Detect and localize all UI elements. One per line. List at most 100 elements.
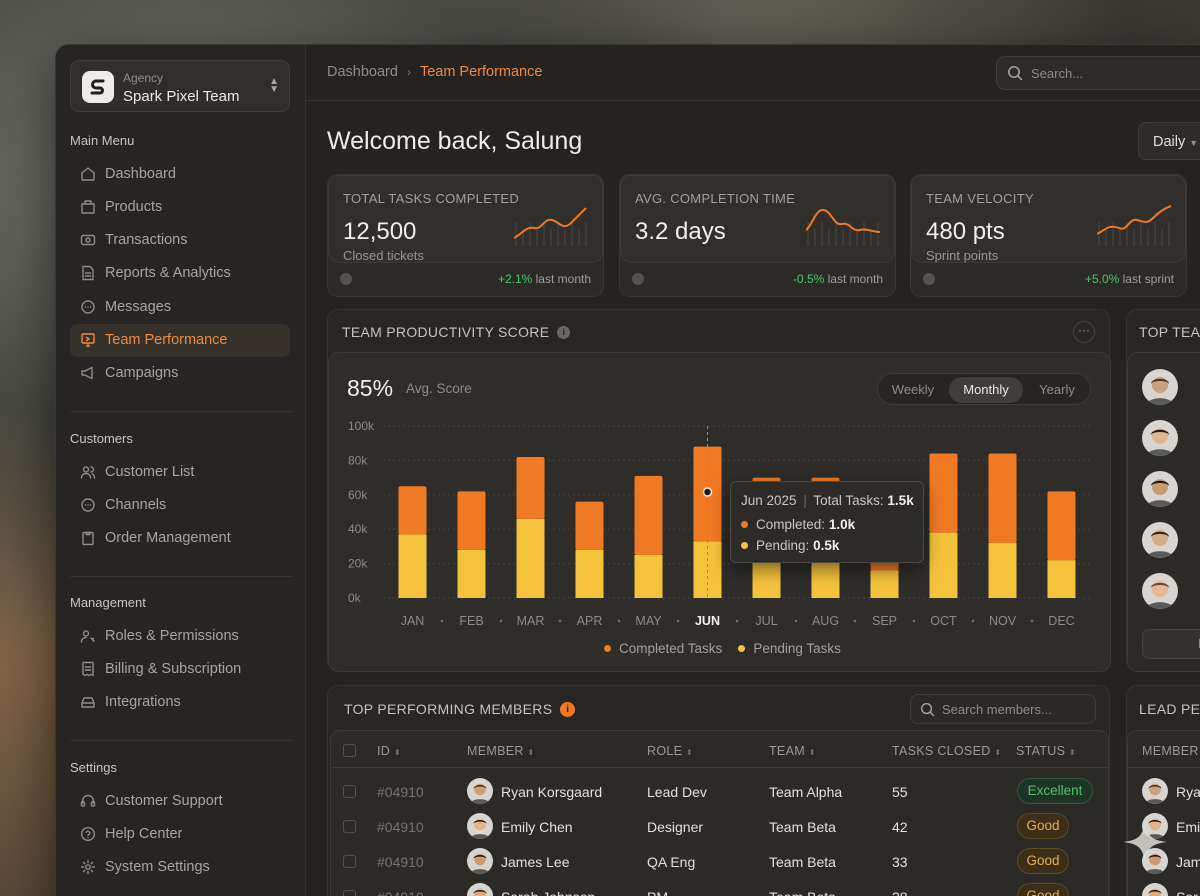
sidebar-item-customer-list[interactable]: Customer List [70,455,290,488]
sidebar-item-messages[interactable]: Messages [70,290,290,323]
row-checkbox[interactable] [343,820,356,833]
tooltip-completed: 1.0k [828,517,856,532]
sidebar-item-billing-subscription[interactable]: Billing & Subscription [70,652,290,685]
lead-row[interactable]: Sar [1128,880,1200,896]
tab-yearly[interactable]: Yearly [1039,382,1075,397]
view-all-button[interactable]: L [1142,629,1200,659]
table-row[interactable]: #04910 Ryan Korsgaard Lead Dev Team Alph… [331,775,1110,809]
avatar [1142,471,1178,507]
sidebar-item-products[interactable]: Products [70,190,290,223]
period-select[interactable]: Daily ▼ [1138,122,1200,160]
sidebar-item-team-performance[interactable]: Team Performance [70,323,290,357]
column-header[interactable]: ID ⬍ [377,744,401,758]
stat-value: 480 pts [926,218,1005,245]
bar-pending-tasks-mar[interactable] [516,518,545,598]
x-separator-dot [735,619,739,623]
sidebar-item-integrations[interactable]: Integrations [70,686,290,719]
x-tick-label: JUN [695,614,720,628]
x-separator-dot [440,619,444,623]
tab-weekly[interactable]: Weekly [891,382,935,397]
bar-pending-tasks-jul[interactable] [752,556,781,598]
x-separator-dot [558,619,562,623]
bar-pending-tasks-dec[interactable] [1047,560,1076,598]
avatar [1142,883,1168,896]
sidebar-item-dashboard[interactable]: Dashboard [70,157,290,190]
column-header[interactable]: ROLE ⬍ [647,744,693,758]
stat-period: last month [535,272,591,286]
member-team: Team Beta [769,889,836,896]
sidebar-item-label: Campaigns [105,365,179,382]
lead-name: Jam [1176,854,1200,870]
sort-icon: ⬍ [994,748,1002,757]
members-search-input[interactable]: Search members... [910,694,1096,724]
more-options-button[interactable]: ··· [1073,321,1095,343]
search-input[interactable]: Search... [996,56,1200,90]
chart-legend: Completed Tasks Pending Tasks [604,641,841,656]
stat-card-body: TOTAL TASKS COMPLETED 12,500 Closed tick… [328,175,603,263]
sidebar-item-channels[interactable]: Channels [70,488,290,521]
sort-icon: ⬍ [1069,748,1077,757]
avg-score-label: Avg. Score [406,381,472,396]
bar-pending-tasks-may[interactable] [634,555,663,598]
user-key-icon [80,628,96,644]
x-separator-dot [912,619,916,623]
productivity-title-row: TEAM PRODUCTIVITY SCORE i [342,324,571,340]
bar-completed-tasks-apr[interactable] [575,501,604,550]
sidebar-item-label: Products [105,198,163,215]
bar-pending-tasks-feb[interactable] [457,549,486,598]
tab-monthly[interactable]: Monthly [949,377,1023,403]
bar-pending-tasks-apr[interactable] [575,549,604,598]
org-switcher[interactable]: Agency Spark Pixel Team ▲ ▼ [70,60,290,112]
report-icon [80,265,96,281]
sidebar-item-system-settings[interactable]: System Settings [70,851,290,884]
table-row[interactable]: #04910 James Lee QA Eng Team Beta 33 Goo… [331,845,1110,879]
bar-completed-tasks-dec[interactable] [1047,491,1076,561]
presentation-icon [80,332,96,348]
select-all-checkbox[interactable] [343,744,356,757]
status-badge: Good [1017,813,1069,839]
stat-change: +2.1% [497,272,533,286]
bar-completed-tasks-jan[interactable] [398,486,427,535]
lead-header: MEMBER [1142,744,1199,758]
table-row[interactable]: #04910 Emily Chen Designer Team Beta 42 … [331,810,1110,844]
sidebar-item-reports-analytics[interactable]: Reports & Analytics [70,257,290,290]
y-tick-label: 0k [348,591,362,605]
bar-pending-tasks-jan[interactable] [398,534,427,598]
sidebar-item-transactions[interactable]: Transactions [70,224,290,257]
column-header[interactable]: MEMBER ⬍ [467,744,534,758]
member-tasks: 28 [892,889,908,896]
sidebar-item-campaigns[interactable]: Campaigns [70,357,290,390]
bar-completed-tasks-mar[interactable] [516,456,545,519]
productivity-bar-chart: 0k 20k 40k 60k 80k 100k JAN FEB MAR APR MAY JUN JUL A… [348,419,1091,628]
bar-completed-tasks-feb[interactable] [457,491,486,550]
sidebar-item-help-center[interactable]: Help Center [70,817,290,850]
x-tick-label: JUL [755,614,777,628]
bar-pending-tasks-aug[interactable] [811,556,840,598]
x-tick-label: NOV [989,614,1017,628]
stat-card-body: TEAM VELOCITY 480 pts Sprint points [911,175,1186,263]
sidebar-item-customer-support[interactable]: Customer Support [70,784,290,817]
bar-pending-tasks-sep[interactable] [870,570,899,598]
sidebar-item-label: Transactions [105,232,188,249]
table-row[interactable]: #04910 Sarah Johnson PM Team Beta 28 Goo… [331,880,1110,896]
top-team-title: TOP TEAM [1139,324,1200,340]
table-divider [331,767,1108,768]
x-tick-label: AUG [812,614,839,628]
row-checkbox[interactable] [343,785,356,798]
org-type: Agency [123,71,164,85]
column-header[interactable]: TEAM ⬍ [769,744,816,758]
sidebar-item-order-management[interactable]: Order Management [70,522,290,555]
column-header[interactable]: TASKS CLOSED ⬍ [892,744,1001,758]
breadcrumb-root[interactable]: Dashboard [327,64,398,80]
sidebar-item-roles-permissions[interactable]: Roles & Permissions [70,619,290,652]
bar-completed-tasks-nov[interactable] [988,453,1017,543]
row-checkbox[interactable] [343,890,356,896]
bar-completed-tasks-oct[interactable] [929,453,958,533]
bar-pending-tasks-nov[interactable] [988,542,1017,598]
avatar [1142,778,1168,804]
lead-row[interactable]: Ryan [1128,775,1200,809]
bar-pending-tasks-oct[interactable] [929,532,958,598]
row-checkbox[interactable] [343,855,356,868]
column-header[interactable]: STATUS ⬍ [1016,744,1076,758]
bar-completed-tasks-may[interactable] [634,475,663,555]
